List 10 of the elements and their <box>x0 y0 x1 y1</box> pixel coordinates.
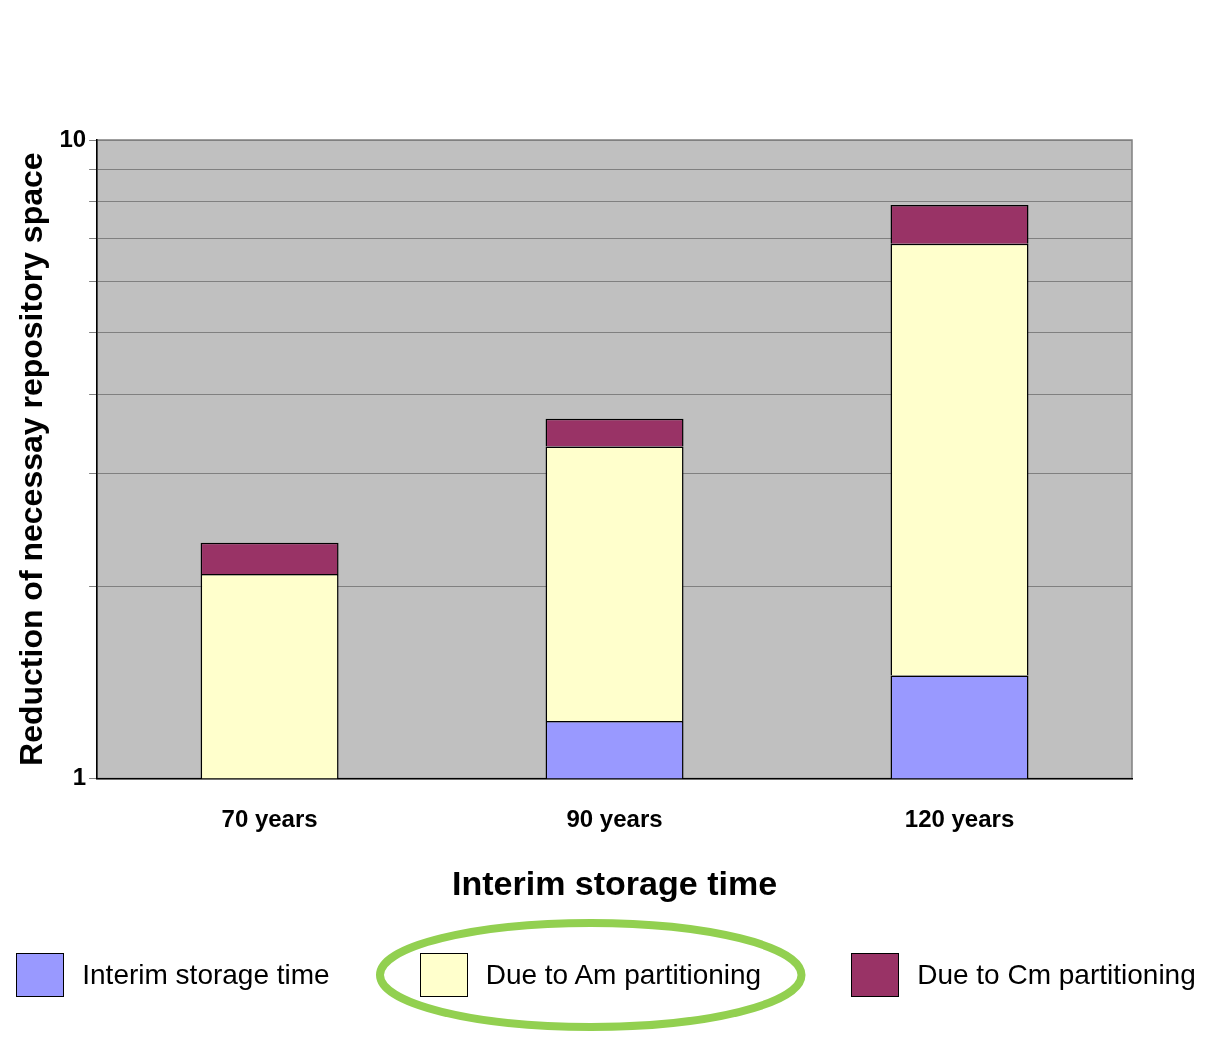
legend-label: Due to Am partitioning <box>485 959 762 991</box>
legend-label: Interim storage time <box>82 959 330 991</box>
x-tick-label: 90 years <box>566 805 663 833</box>
x-axis-title: Interim storage time <box>452 863 778 902</box>
y-tick-label: 10 <box>59 124 87 152</box>
y-axis-title: Reduction of necessay repository space <box>13 152 50 766</box>
x-tick-label: 70 years <box>221 805 318 833</box>
y-tick-label: 1 <box>72 763 87 791</box>
x-tick-label: 120 years <box>904 805 1015 833</box>
legend-label: Due to Cm partitioning <box>917 959 1196 991</box>
